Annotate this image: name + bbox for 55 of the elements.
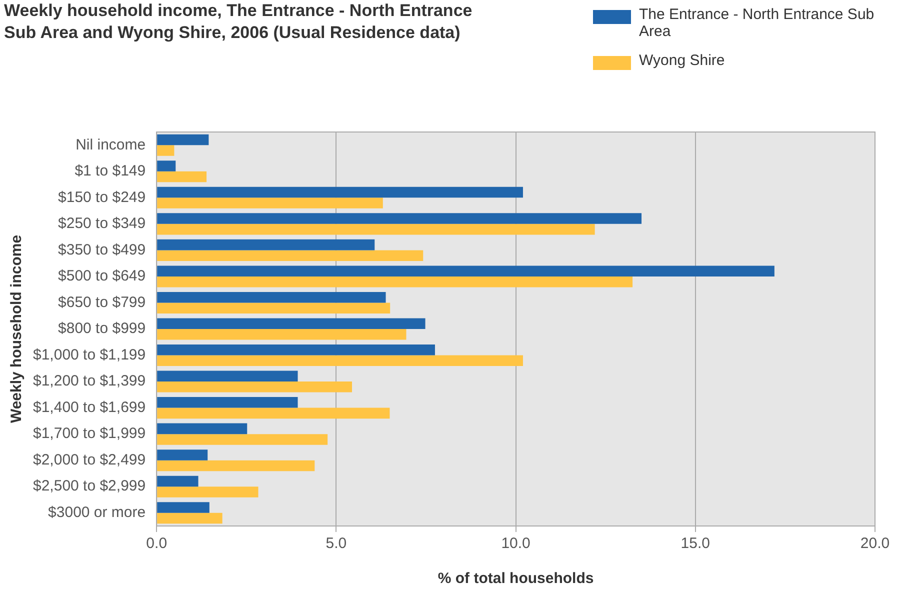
bar [157,355,523,366]
bar [157,486,258,498]
y-tick-label: $650 to $799 [58,294,146,311]
bar [157,134,209,146]
bar [157,250,424,261]
bar [157,434,328,445]
y-tick-label: $1,200 to $1,399 [32,372,146,390]
x-tick-label: 0.0 [146,535,168,552]
bar [157,423,248,434]
bar [157,382,352,392]
y-tick-label: $1,400 to $1,699 [32,398,146,416]
bar [157,213,642,224]
bar [157,476,198,487]
y-tick-label: $250 to $349 [58,215,146,232]
x-tick-label: 20.0 [860,535,890,552]
y-axis-title: Weekly household income [8,234,26,424]
chart-title: Weekly household income, The Entrance - North Entrance Sub Area and Wyong Shire, 2006 (Usual Residence data) [4,0,474,44]
y-tick-label: $350 to $499 [58,241,146,258]
bar [157,460,315,472]
bar [157,224,595,235]
y-tick-label: $2,500 to $2,999 [32,478,146,495]
bar [157,198,383,208]
y-tick-label: $3000 or more [48,504,146,522]
x-tick-label: 15.0 [680,535,710,552]
legend-label: The Entrance - North Entrance Sub Area [639,6,876,40]
y-tick-label: $500 to $649 [58,268,146,285]
bar [157,302,390,314]
y-tick-label: $2,000 to $2,499 [32,451,146,468]
bar [157,292,386,303]
bar [157,408,390,419]
bar [157,160,176,172]
bar [157,344,435,356]
bar [157,276,633,288]
x-axis-title: % of total households [438,570,594,588]
legend-label: Wyong Shire [639,52,725,69]
bar [157,329,406,340]
bar [157,502,210,513]
bar [157,145,174,156]
y-tick-label: $150 to $249 [58,188,146,206]
y-tick-label: $1 to $149 [74,162,146,180]
bar [157,186,523,198]
bar [157,318,426,329]
bar [157,266,774,276]
bar [157,512,222,524]
bar [157,450,208,460]
y-tick-label: $1,700 to $1,999 [32,425,146,442]
x-tick-label: 10.0 [501,535,530,552]
bar [157,239,375,250]
bar [157,171,207,182]
y-tick-label: $1,000 to $1,199 [32,346,146,364]
y-tick-label: $800 to $999 [58,320,146,338]
x-tick-label: 5.0 [326,535,347,552]
y-tick-label: Nil income [76,136,146,154]
bar [157,397,298,408]
bar [157,370,298,382]
